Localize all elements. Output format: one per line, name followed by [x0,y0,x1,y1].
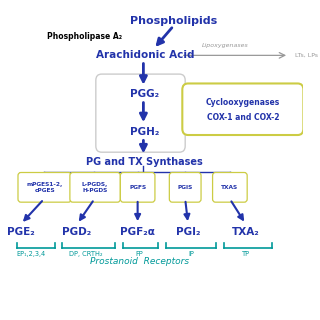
Text: mPGES1-2,
cPGES: mPGES1-2, cPGES [27,182,63,193]
Text: COX-1 and COX-2: COX-1 and COX-2 [207,113,279,122]
Text: PGI₂: PGI₂ [176,227,200,237]
Text: Phospholipase A₂: Phospholipase A₂ [47,32,122,41]
Text: FP: FP [135,251,143,257]
Text: Phospholipids: Phospholipids [130,16,217,26]
Text: L-PGDS,
H-PGDS: L-PGDS, H-PGDS [82,182,108,193]
Text: TXAS: TXAS [221,185,238,190]
Text: IP: IP [188,251,194,257]
FancyBboxPatch shape [169,172,201,202]
FancyBboxPatch shape [18,172,71,202]
Text: PGE₂: PGE₂ [7,227,35,237]
Text: LTs, LPs: LTs, LPs [295,53,318,58]
Text: EP₁,2,3,4: EP₁,2,3,4 [16,251,45,257]
Text: PGH₂: PGH₂ [130,127,160,137]
Text: Prostanoid  Receptors: Prostanoid Receptors [90,257,188,266]
FancyBboxPatch shape [120,172,155,202]
Text: PG and TX Synthases: PG and TX Synthases [86,156,203,167]
Text: TP: TP [242,251,250,257]
Text: PGG₂: PGG₂ [130,89,159,100]
FancyBboxPatch shape [182,84,303,135]
Text: PGIS: PGIS [178,185,193,190]
Text: TXA₂: TXA₂ [232,227,260,237]
Text: PGF₂α: PGF₂α [120,227,155,237]
Text: DP, CRTH₂: DP, CRTH₂ [69,251,102,257]
FancyBboxPatch shape [212,172,247,202]
Text: PGFS: PGFS [129,185,146,190]
FancyBboxPatch shape [96,74,185,152]
Text: Arachidonic Acid: Arachidonic Acid [96,50,194,60]
Text: Lipoxygenases: Lipoxygenases [202,44,249,49]
FancyBboxPatch shape [70,172,120,202]
Text: PGD₂: PGD₂ [62,227,92,237]
Text: Cyclooxygenases: Cyclooxygenases [206,98,280,107]
